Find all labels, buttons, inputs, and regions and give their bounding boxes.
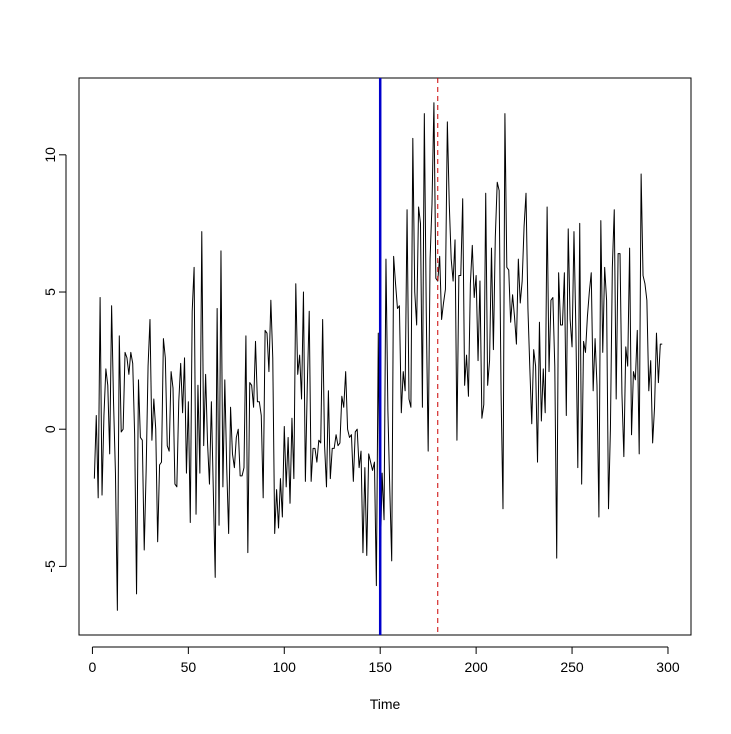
x-axis: 0 50 100 150 200 250 300 [89, 646, 680, 675]
x-tick-label: 100 [273, 659, 297, 675]
x-tick-label: 300 [656, 659, 680, 675]
plot-box [78, 77, 692, 636]
x-tick-label: 150 [369, 659, 393, 675]
x-axis-title: Time [370, 696, 401, 712]
vline-layer [378, 78, 439, 635]
x-tick-label: 200 [464, 659, 488, 675]
x-tick-label: 0 [89, 659, 97, 675]
y-axis: -5 0 5 10 [42, 147, 67, 573]
x-tick-label: 250 [560, 659, 584, 675]
x-tick-label: 50 [181, 659, 197, 675]
y-tick-label: -5 [42, 560, 58, 573]
y-tick-label: 5 [42, 288, 58, 296]
series-layer [93, 102, 663, 611]
y-tick-label: 0 [42, 425, 58, 433]
y-tick-label: 10 [42, 147, 58, 163]
series-line [93, 102, 663, 611]
